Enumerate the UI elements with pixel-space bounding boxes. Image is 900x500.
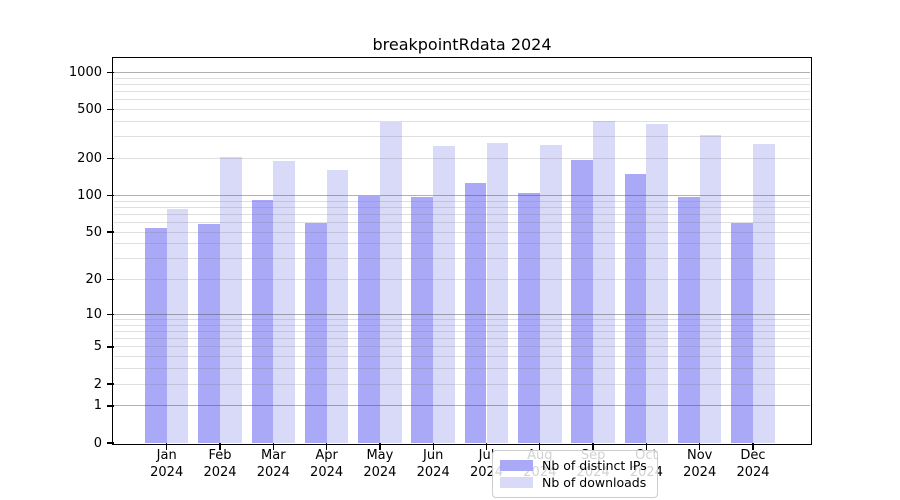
bar-downloads-nov — [699, 135, 722, 443]
bar-distinct-ips-aug — [518, 193, 540, 443]
x-tick-mark — [699, 443, 701, 450]
y-tick-label: 10 — [85, 306, 102, 322]
x-tick-year: 2024 — [256, 465, 290, 480]
x-tick-mark — [592, 443, 594, 450]
bar-distinct-ips-jun — [411, 197, 434, 443]
bar-downloads-feb — [220, 157, 242, 443]
y-tick-mark — [106, 313, 114, 316]
x-tick-month: May — [366, 448, 394, 463]
plot-area: Nb of distinct IPs Nb of downloads — [112, 57, 812, 498]
legend-label-distinct-ips: Nb of distinct IPs — [542, 458, 647, 473]
bar-distinct-ips-nov — [677, 197, 700, 443]
x-tick-mark — [539, 443, 541, 450]
x-tick-mark — [325, 443, 328, 450]
x-tick-year: 2024 — [203, 465, 237, 480]
y-tick-mark — [106, 157, 114, 160]
x-tick-year: 2024 — [683, 465, 717, 480]
x-tick-mark — [645, 443, 648, 450]
y-tick-mark — [106, 231, 114, 233]
x-tick-label-jan: Jan 2024 — [135, 447, 199, 481]
bar-distinct-ips-jan — [144, 228, 167, 443]
y-tick-mark — [106, 108, 114, 111]
y-tick-label: 2 — [93, 376, 102, 392]
x-tick-label-jun: Jun 2024 — [401, 447, 465, 481]
y-tick-mark — [106, 442, 114, 444]
bar-distinct-ips-feb — [198, 224, 220, 443]
bar-distinct-ips-apr — [304, 223, 327, 443]
x-tick-label-apr: Apr 2024 — [295, 447, 359, 481]
x-tick-month: Nov — [687, 448, 713, 463]
x-tick-year: 2024 — [150, 465, 184, 480]
x-tick-label-nov: Nov 2024 — [668, 447, 732, 481]
x-tick-year: 2024 — [416, 465, 450, 480]
legend-item-distinct-ips: Nb of distinct IPs — [500, 457, 648, 474]
legend-swatch-distinct-ips — [500, 460, 533, 471]
y-tick-label: 20 — [85, 272, 102, 288]
y-tick-label: 500 — [77, 102, 102, 118]
y-tick-mark — [106, 194, 114, 197]
x-tick-year: 2024 — [736, 465, 770, 480]
x-tick-mark — [219, 443, 221, 450]
y-tick-mark — [106, 346, 114, 348]
x-tick-year: 2024 — [363, 465, 397, 480]
bar-downloads-jul — [486, 142, 509, 443]
y-tick-mark — [106, 71, 114, 74]
legend-item-downloads: Nb of downloads — [500, 474, 648, 491]
bars-layer — [114, 59, 810, 443]
y-tick-label: 50 — [85, 224, 102, 240]
y-tick-label: 100 — [77, 188, 102, 204]
bar-distinct-ips-dec — [731, 223, 753, 443]
y-tick-mark — [106, 383, 114, 385]
y-tick-label: 0 — [93, 435, 102, 451]
x-tick-month: Feb — [208, 448, 232, 463]
x-tick-mark — [752, 443, 754, 450]
x-tick-mark — [485, 443, 488, 450]
chart-title: breakpointRdata 2024 — [372, 35, 552, 54]
bar-distinct-ips-may — [358, 196, 380, 443]
bar-downloads-jun — [433, 145, 455, 443]
y-tick-mark — [106, 405, 114, 407]
x-tick-month: Jun — [423, 448, 444, 463]
x-tick-year: 2024 — [310, 465, 344, 480]
y-tick-label: 1000 — [68, 65, 102, 81]
x-tick-month: Jul — [478, 448, 495, 463]
legend: Nb of distinct IPs Nb of downloads — [492, 450, 658, 498]
x-tick-label-feb: Feb 2024 — [188, 447, 252, 481]
bar-downloads-oct — [646, 124, 669, 443]
x-tick-label-may: May 2024 — [348, 447, 412, 481]
legend-label-downloads: Nb of downloads — [542, 475, 647, 490]
x-tick-month: Mar — [261, 448, 286, 463]
x-tick-mark — [272, 443, 274, 450]
x-tick-label-mar: Mar 2024 — [241, 447, 305, 481]
y-tick-mark — [106, 279, 114, 281]
bar-downloads-may — [379, 121, 402, 443]
x-tick-month: Jan — [156, 448, 177, 463]
bar-downloads-jan — [166, 208, 189, 443]
bar-downloads-aug — [539, 144, 562, 443]
y-tick-label: 1 — [93, 398, 102, 414]
x-tick-mark — [166, 443, 168, 450]
y-tick-label: 200 — [77, 151, 102, 167]
legend-swatch-downloads — [500, 477, 533, 488]
bar-downloads-dec — [753, 144, 775, 443]
x-tick-month: Apr — [315, 448, 338, 463]
bar-distinct-ips-jul — [464, 183, 487, 443]
bar-distinct-ips-mar — [251, 199, 274, 443]
x-tick-month: Dec — [740, 448, 766, 463]
bar-downloads-apr — [326, 169, 349, 443]
bar-downloads-mar — [273, 161, 296, 443]
bar-distinct-ips-sep — [571, 159, 594, 443]
y-tick-label: 5 — [93, 339, 102, 355]
bar-distinct-ips-oct — [624, 173, 647, 443]
bar-downloads-sep — [593, 120, 615, 443]
x-tick-mark — [379, 443, 381, 450]
x-tick-label-dec: Dec 2024 — [721, 447, 785, 481]
x-tick-mark — [432, 443, 434, 450]
